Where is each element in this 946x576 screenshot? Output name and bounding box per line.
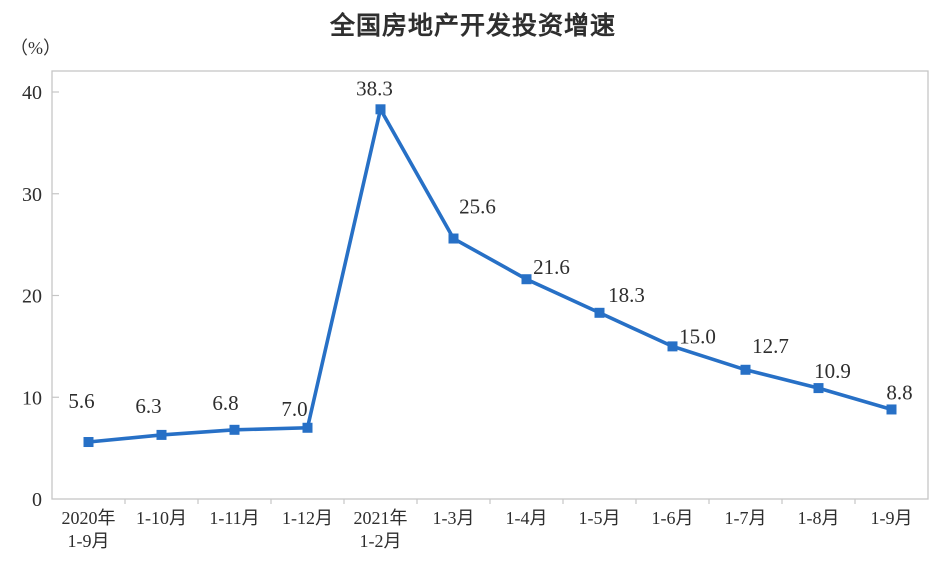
data-point-marker	[83, 437, 94, 448]
y-axis-tick-label: 0	[32, 489, 42, 511]
x-axis-category-label: 1-6月	[652, 508, 694, 528]
data-point-label: 12.7	[752, 334, 789, 358]
data-point-label: 8.8	[886, 380, 912, 404]
x-axis-category-label: 1-4月	[506, 508, 548, 528]
x-axis-category-label: 1-9月	[871, 508, 913, 528]
data-point-label: 18.3	[608, 283, 645, 307]
y-axis-unit-label: （%）	[10, 38, 61, 58]
x-axis-category-label: 1-12月	[282, 508, 333, 528]
data-point-marker	[740, 364, 751, 375]
data-point-label: 6.8	[212, 391, 238, 415]
data-point-marker	[375, 104, 386, 115]
data-point-label: 21.6	[533, 255, 570, 279]
y-axis-tick-label: 40	[22, 82, 42, 104]
data-line	[88, 104, 893, 444]
data-point-marker	[813, 383, 824, 394]
y-axis-tick-label: 30	[22, 184, 42, 206]
data-point-label: 5.6	[68, 389, 94, 413]
data-point-marker	[886, 404, 897, 415]
y-axis-tick-label: 10	[22, 387, 42, 409]
x-axis-category-label: 2020年 1-9月	[62, 508, 116, 551]
data-point-marker	[156, 429, 167, 440]
data-point-label: 10.9	[814, 359, 851, 383]
x-axis-category-label: 1-10月	[136, 508, 187, 528]
y-axis-tick-label: 20	[22, 286, 42, 308]
data-point-label: 25.6	[459, 195, 496, 219]
chart-title: 全国房地产开发投资增速	[329, 11, 616, 40]
x-axis-category-label: 1-8月	[798, 508, 840, 528]
x-axis-category-label: 1-7月	[725, 508, 767, 528]
x-axis-category-label: 1-11月	[209, 508, 259, 528]
data-point-marker	[448, 233, 459, 244]
data-point-marker	[667, 341, 678, 352]
data-point-label: 6.3	[135, 394, 161, 418]
x-axis-category-label: 2021年 1-2月	[354, 508, 408, 551]
data-point-marker	[302, 422, 313, 433]
data-point-label: 7.0	[281, 397, 307, 421]
data-point-label: 15.0	[679, 324, 716, 348]
data-point-marker	[521, 274, 532, 285]
data-point-marker	[229, 424, 240, 435]
data-point-marker	[594, 307, 605, 318]
x-axis-category-label: 1-3月	[433, 508, 475, 528]
x-axis-category-label: 1-5月	[579, 508, 621, 528]
data-point-label: 38.3	[356, 76, 393, 100]
